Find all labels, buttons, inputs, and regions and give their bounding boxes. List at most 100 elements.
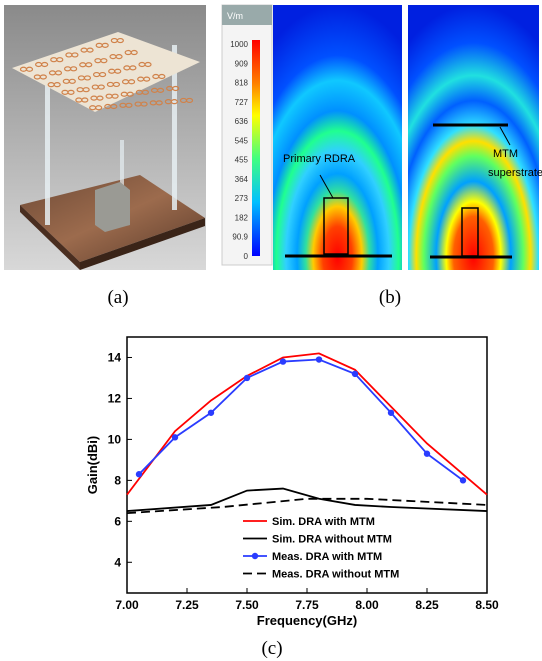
legend-label: Meas. DRA with MTM (272, 551, 382, 563)
series-line (126, 352, 488, 496)
ring (68, 78, 76, 84)
colorbar-label: 364 (235, 175, 249, 184)
ring (155, 100, 163, 106)
colorbar-label: 818 (235, 79, 249, 88)
ring (143, 76, 151, 82)
x-tick-label: 7.25 (175, 598, 199, 612)
ring (95, 105, 103, 111)
ring (39, 74, 47, 80)
series-marker (207, 409, 215, 416)
ring (56, 57, 64, 63)
x-tick-label: 8.00 (355, 598, 379, 612)
colorbar-scale (252, 40, 260, 256)
y-tick-label: 10 (108, 432, 122, 446)
ring (112, 81, 121, 88)
colorbar-label: 545 (235, 136, 249, 145)
ring (156, 87, 165, 93)
legend-label: Sim. DRA without MTM (272, 534, 392, 546)
ring (127, 79, 136, 85)
ring (71, 52, 79, 58)
ring (129, 65, 137, 71)
field-plot-right: MTM superstrate (408, 5, 542, 270)
y-tick-label: 4 (114, 555, 121, 569)
ring (83, 75, 92, 81)
series-marker (423, 450, 431, 457)
ring (130, 49, 138, 56)
x-tick-label: 7.00 (115, 598, 139, 612)
ring (141, 89, 149, 95)
colorbar-label: 273 (235, 194, 249, 203)
colorbar-label: 1000 (230, 40, 248, 49)
annotation: Primary RDRA (283, 153, 356, 165)
series-marker (135, 471, 143, 478)
colorbar-label: 727 (235, 98, 249, 107)
chart: 7.00 7.25 7.50 7.75 8.00 8.25 8.50 4 6 8 10 12 14 Fre… (85, 336, 499, 628)
ring (54, 70, 63, 76)
annotation: superstrate (488, 167, 542, 179)
ring (125, 102, 133, 108)
series-marker (279, 358, 287, 365)
colorbar-label: 0 (244, 252, 249, 261)
series-line (126, 497, 488, 515)
x-tick-label: 7.50 (235, 598, 259, 612)
ring (81, 97, 89, 103)
colorbar-label: 636 (235, 117, 249, 126)
ring (82, 87, 90, 93)
photo (4, 5, 206, 270)
ring (111, 93, 119, 99)
ring (53, 82, 61, 88)
colorbar-label: 909 (235, 59, 249, 68)
legend-marker (251, 552, 259, 560)
panel-label: (c) (261, 638, 282, 659)
ring (101, 42, 109, 48)
series-marker (243, 374, 251, 382)
series-line (126, 487, 488, 512)
x-axis-label: Frequency(GHz) (257, 613, 357, 628)
colorbar-label: 182 (235, 213, 249, 222)
ring (140, 101, 148, 107)
ring (41, 61, 49, 68)
y-tick-label: 8 (114, 473, 121, 487)
ring (114, 68, 122, 74)
ring (185, 97, 194, 104)
legend-label: Sim. DRA with MTM (272, 516, 375, 528)
ring (158, 73, 166, 80)
ring (170, 99, 178, 105)
series-marker (171, 434, 179, 441)
ring (85, 62, 93, 68)
ring (96, 95, 104, 101)
ring (110, 103, 118, 110)
colorbar-label: 90.9 (232, 233, 248, 242)
ring (67, 89, 75, 95)
y-axis-label: Gain(dBi) (85, 436, 100, 495)
colorbar: V/m 1000 909 818 727 636 545 455 364 273 182 90.9 0 (221, 4, 273, 266)
ring (97, 84, 105, 90)
series-marker (459, 477, 467, 484)
ring (25, 66, 34, 72)
ring (86, 47, 94, 53)
ring (100, 58, 108, 64)
ring (126, 91, 134, 97)
y-tick-label: 12 (108, 391, 122, 405)
ring (116, 37, 124, 44)
series-marker (387, 409, 395, 416)
ring (172, 85, 180, 92)
annotation: MTM (493, 148, 518, 160)
x-tick-label: 8.25 (415, 598, 439, 612)
x-tick-label: 7.75 (295, 598, 319, 612)
colorbar-unit: V/m (227, 11, 243, 21)
series-marker (351, 370, 359, 378)
colorbar-label: 455 (235, 156, 249, 165)
field-plot-left: Primary RDRA (273, 5, 402, 270)
y-tick-label: 6 (114, 514, 121, 528)
ring (98, 71, 107, 78)
y-tick-label: 14 (108, 350, 122, 364)
panel-label: (a) (107, 287, 128, 308)
x-tick-label: 8.50 (475, 598, 499, 612)
ring (70, 66, 78, 72)
ring (115, 54, 123, 60)
panel-label: (b) (379, 287, 401, 308)
series-line (138, 358, 464, 482)
ring (144, 61, 152, 68)
